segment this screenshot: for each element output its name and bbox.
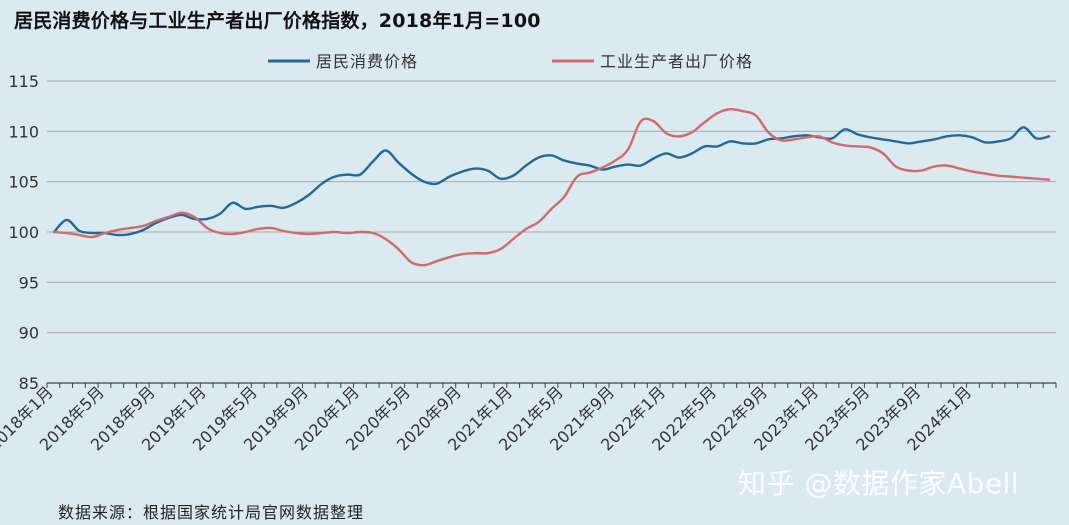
y-tick-label: 85 <box>19 374 39 393</box>
series-layer <box>52 107 1051 267</box>
y-tick-label: 105 <box>8 173 39 192</box>
legend-label-cpi: 居民消费价格 <box>316 52 418 71</box>
y-tick-label: 115 <box>8 72 39 91</box>
legend-label-ppi: 工业生产者出厂价格 <box>600 52 753 71</box>
y-tick-label: 110 <box>8 122 39 141</box>
source-note: 数据来源：根据国家统计局官网数据整理 <box>58 503 365 522</box>
y-tick-label: 100 <box>8 223 39 242</box>
axis-layer: 8590951001051101152018年1月2018年5月2018年9月2… <box>0 72 1057 454</box>
series-line-1 <box>52 107 1051 267</box>
y-tick-label: 90 <box>19 324 39 343</box>
watermark: 知乎 @数据作家Abell <box>738 467 1020 500</box>
y-tick-label: 95 <box>19 273 39 292</box>
legend: 居民消费价格 工业生产者出厂价格 <box>268 52 753 71</box>
grid-layer <box>47 80 1056 334</box>
chart-title: 居民消费价格与工业生产者出厂价格指数，2018年1月=100 <box>14 10 541 32</box>
